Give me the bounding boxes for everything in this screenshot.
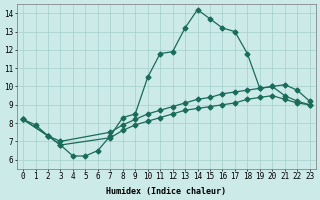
X-axis label: Humidex (Indice chaleur): Humidex (Indice chaleur)	[106, 187, 226, 196]
